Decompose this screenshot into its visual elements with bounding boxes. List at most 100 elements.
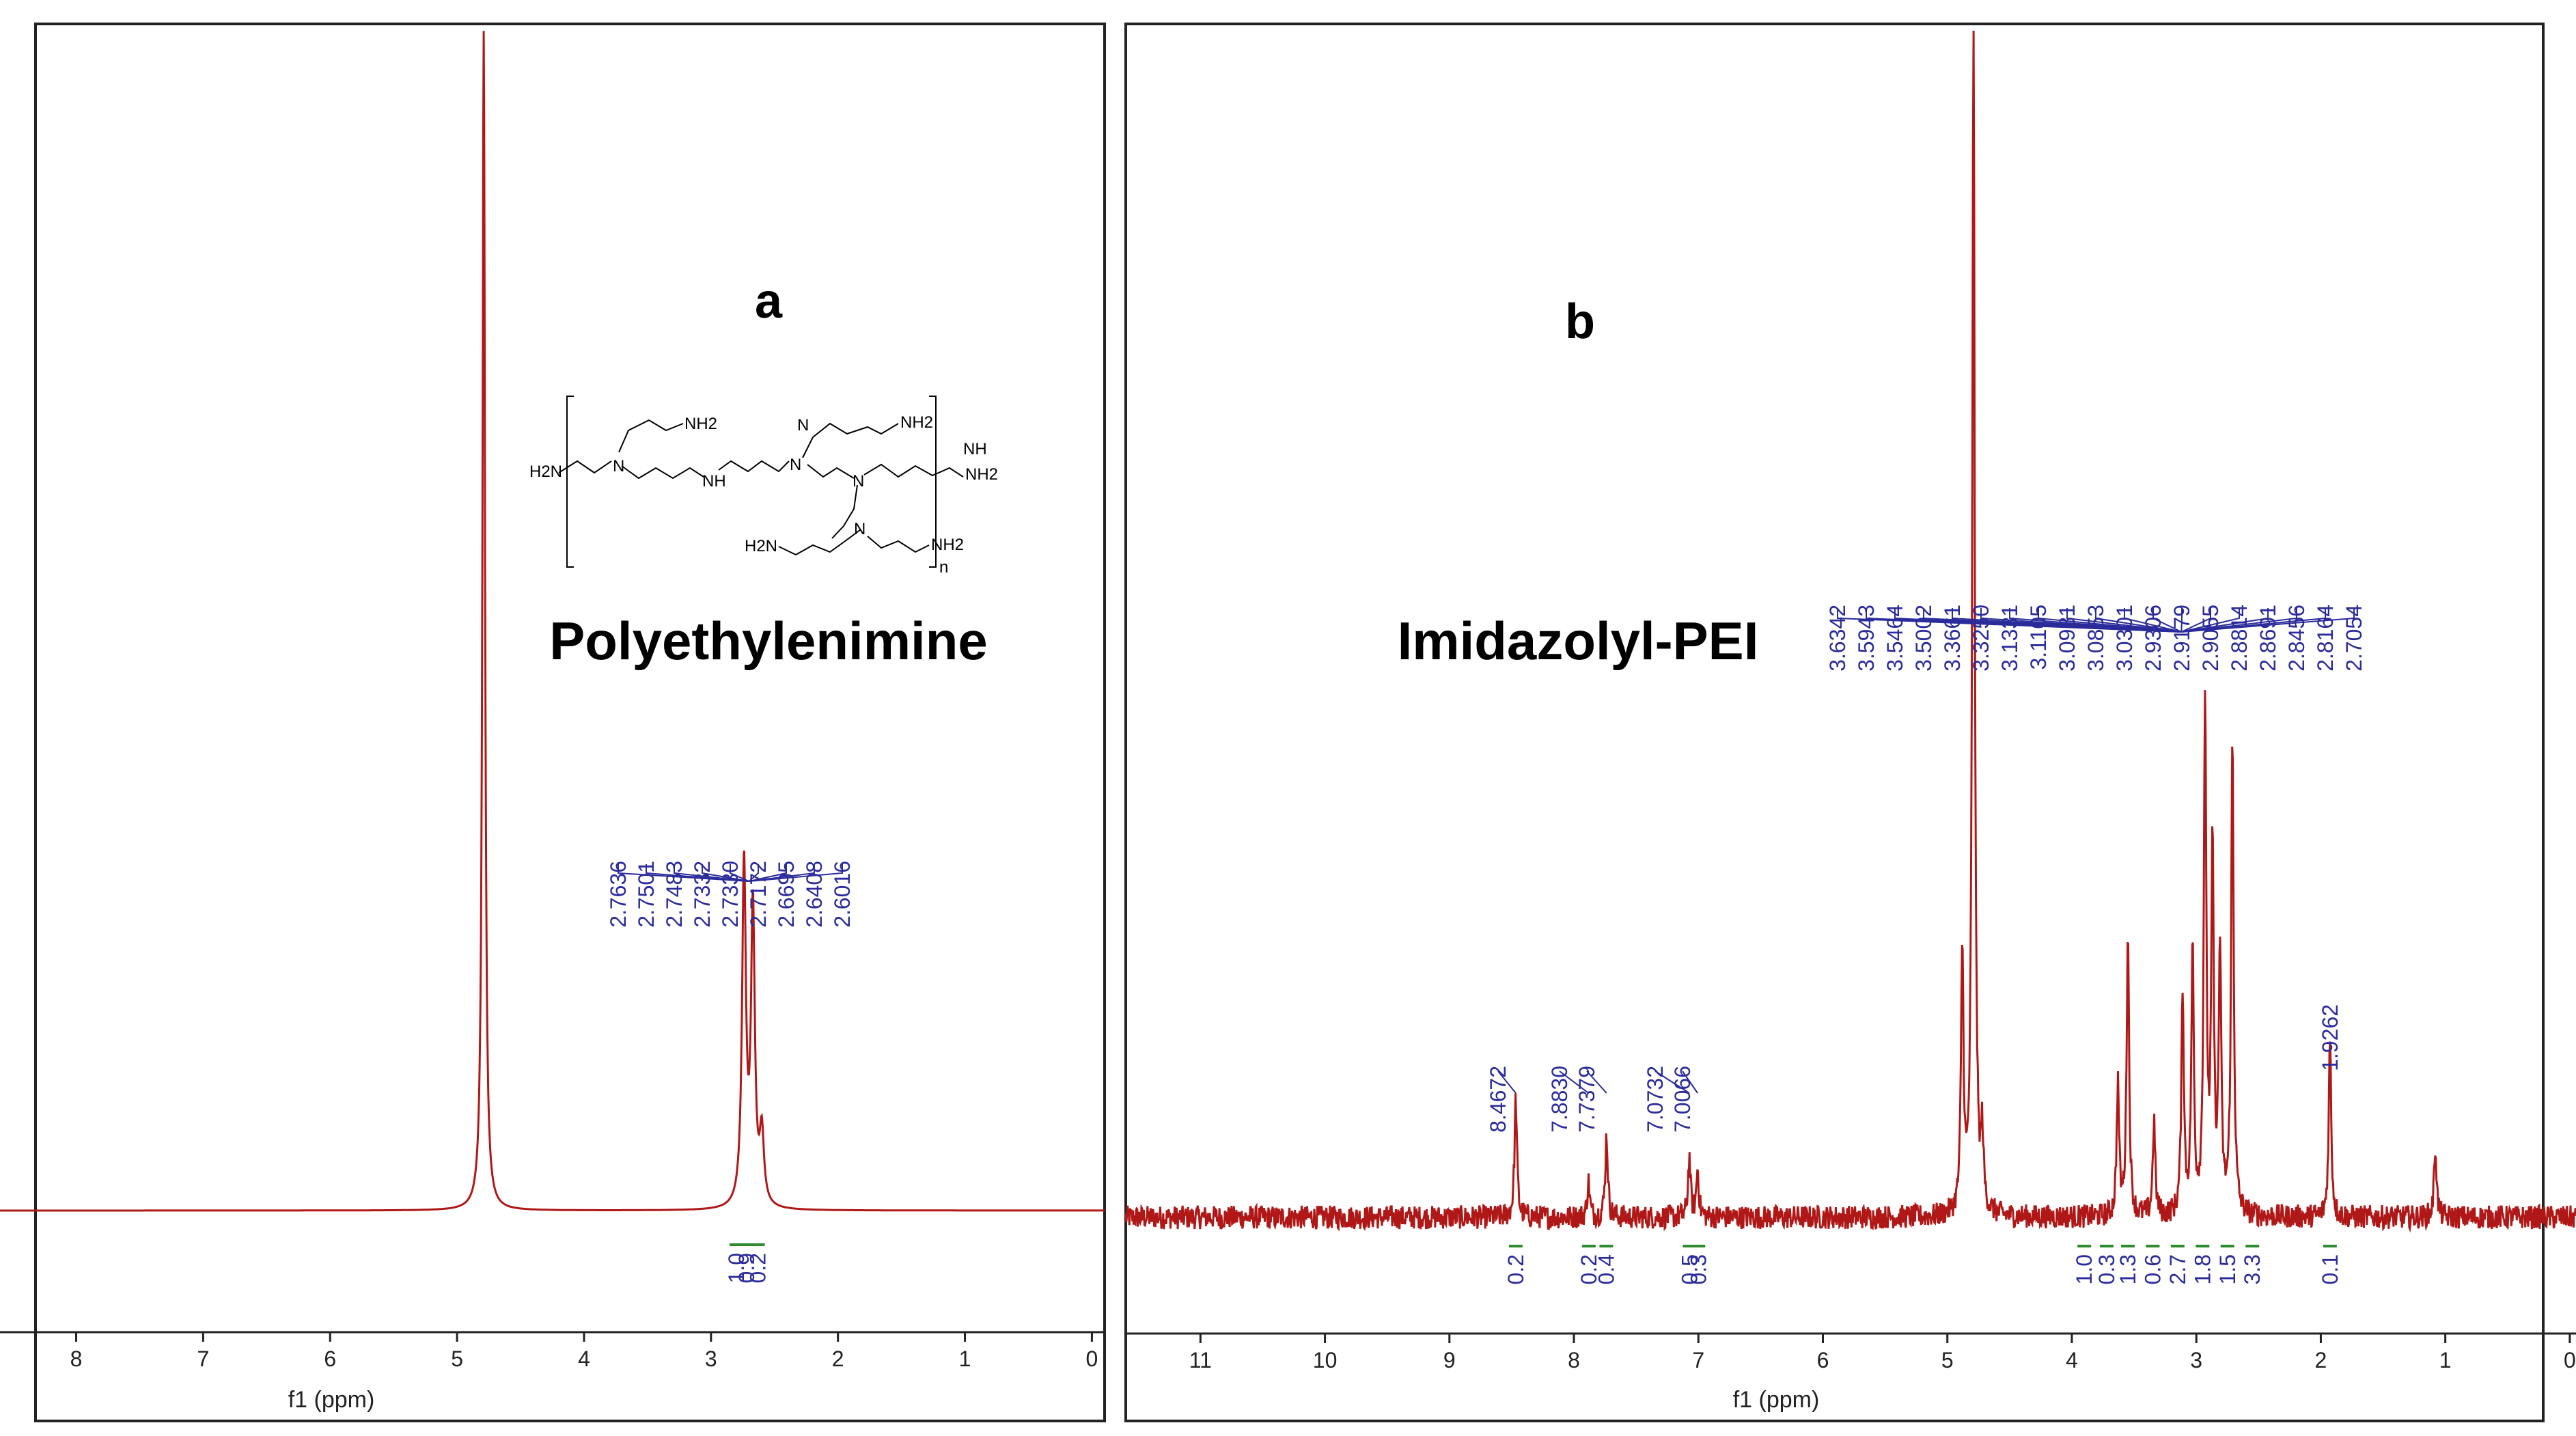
peak-shift-label: 8.4672 — [1486, 1066, 1510, 1133]
peak-leader-line — [2180, 608, 2183, 633]
peak-leader-line — [2180, 608, 2211, 633]
x-tick-label: 4 — [578, 1347, 590, 1371]
x-tick-label: 9 — [1443, 1348, 1456, 1372]
integral-value: 2.7 — [2165, 1254, 2190, 1284]
peak-leader-line — [702, 864, 749, 882]
peak-leader-line — [2124, 608, 2182, 633]
x-tick-label: 4 — [2066, 1348, 2078, 1372]
peak-shift-label: 7.8830 — [1547, 1066, 1572, 1133]
integral-value: 0.4 — [1594, 1254, 1618, 1284]
integral-value: 0.5 — [1678, 1254, 1702, 1284]
pei-group-3c: N — [797, 416, 809, 434]
panel-a-integrals: 1.00.90.2 — [724, 1243, 771, 1283]
peak-leader-line — [2181, 608, 2240, 633]
panel-a-peak-labels: 2.7636 2.7501 2.7483 2.7332 2.7330 2.7172 2.66… — [606, 861, 855, 928]
panel-a-frame — [34, 23, 1106, 1422]
peak-leader-line — [730, 864, 749, 882]
integral-value: 1.0 — [2072, 1254, 2096, 1284]
peak-leader-line — [2066, 608, 2182, 633]
panel-a: a Polyethylenimine f1 (ppm) 8 7 6 5 4 3 2 1 0 2.… — [0, 23, 1106, 1422]
x-tick-label: 6 — [1817, 1348, 1829, 1372]
integral-value: 0.9 — [734, 1253, 759, 1283]
panel-a-spectrum — [0, 31, 1105, 1212]
x-tick-label: 0 — [1086, 1347, 1098, 1371]
panel-b-x-axis-label: f1 (ppm) — [1733, 1387, 1820, 1413]
x-tick-label: 1 — [2439, 1348, 2452, 1372]
panel-b-frame — [1124, 23, 2545, 1422]
pei-group-1b: NH2 — [900, 413, 933, 432]
panel-b-spectrum — [1124, 30, 2576, 1233]
pei-group-3e: N — [854, 520, 865, 538]
peak-leader-line — [748, 864, 759, 882]
x-tick-label: 2 — [832, 1347, 844, 1371]
pei-group-3b: N — [790, 456, 801, 474]
peak-leader-line — [1980, 608, 2182, 633]
x-tick-label: 5 — [1941, 1348, 1954, 1372]
pei-group-1a: NH2 — [684, 415, 717, 433]
peak-leader-line — [1586, 1071, 1607, 1094]
pei-group-0: H2N — [529, 462, 562, 481]
panel-a-ticks: 8 7 6 5 4 3 2 1 0 — [70, 1332, 1098, 1371]
peak-leader-line — [2181, 608, 2355, 633]
peak-leader-line — [749, 864, 815, 882]
x-tick-label: 8 — [1568, 1348, 1580, 1372]
peak-shift-label: 7.7379 — [1575, 1066, 1599, 1133]
peak-leader-line — [1559, 1071, 1589, 1094]
peak-shift-label: 1.9262 — [2318, 1004, 2342, 1071]
peak-leader-line — [2038, 608, 2182, 633]
x-tick-label: 0 — [2564, 1348, 2576, 1372]
integral-value: 1.8 — [2190, 1254, 2215, 1284]
pei-structure: H2N N NH2 NH N N NH2 N NH NH2 N H2N NH2 … — [529, 396, 998, 577]
peak-leader-line — [2095, 608, 2182, 633]
pei-group-4: n — [939, 558, 948, 577]
panel-b-label: b — [1565, 294, 1595, 349]
x-tick-label: 2 — [2315, 1348, 2327, 1372]
peak-leader-line — [1682, 1071, 1698, 1094]
x-tick-label: 8 — [70, 1347, 83, 1371]
peak-leader-line — [2152, 608, 2182, 633]
pei-bracket-right — [929, 396, 937, 568]
peak-leader-line — [749, 864, 843, 882]
peak-leader-line — [1497, 1071, 1516, 1094]
integral-value: 0.1 — [2318, 1254, 2342, 1284]
x-tick-label: 11 — [1189, 1348, 1212, 1372]
integral-value: 0.2 — [1504, 1254, 1528, 1284]
peak-leader-line — [1654, 1071, 1690, 1094]
x-tick-label: 1 — [959, 1347, 971, 1371]
x-tick-label: 7 — [197, 1347, 209, 1371]
peak-leader-line — [749, 864, 787, 882]
x-tick-label: 3 — [2190, 1348, 2202, 1372]
peak-shift-label: 7.0066 — [1670, 1066, 1695, 1133]
pei-group-0b: H2N — [745, 537, 777, 555]
pei-group-1c: NH2 — [965, 465, 998, 484]
pei-bonds — [558, 419, 964, 556]
integral-value: 3.3 — [2240, 1254, 2265, 1284]
pei-bracket-left — [566, 396, 574, 568]
pei-group-3d: N — [853, 472, 864, 491]
x-tick-label: 5 — [451, 1347, 463, 1371]
peak-leader-line — [2181, 608, 2326, 633]
peak-leader-line — [2009, 608, 2182, 633]
integral-value: 0.3 — [2094, 1254, 2119, 1284]
x-tick-label: 10 — [1313, 1348, 1338, 1372]
peak-leader-line — [646, 864, 749, 882]
pei-group-1d: NH2 — [931, 536, 964, 554]
peak-leader-line — [674, 864, 749, 882]
x-tick-label: 6 — [324, 1347, 336, 1371]
peak-leader-line — [618, 864, 749, 882]
x-tick-label: 3 — [705, 1347, 717, 1371]
integral-value: 0.3 — [1686, 1254, 1711, 1284]
peak-leader-line — [2181, 608, 2297, 633]
panel-b-title: Imidazolyl-PEI — [1398, 611, 1759, 671]
panel-a-title: Polyethylenimine — [549, 611, 988, 671]
panel-b: b Imidazolyl-PEI f1 (ppm) 11 10 9 8 7 6 5 4 3 2 1 0… — [1124, 23, 2576, 1422]
integral-value: 0.2 — [1577, 1254, 1601, 1284]
integral-value: 0.6 — [2140, 1254, 2165, 1284]
integral-value: 1.5 — [2215, 1254, 2240, 1284]
integral-value: 1.0 — [724, 1253, 749, 1283]
pei-group-3a: N — [613, 457, 624, 475]
panel-a-x-axis-label: f1 (ppm) — [288, 1387, 375, 1413]
panel-a-label: a — [755, 274, 783, 329]
